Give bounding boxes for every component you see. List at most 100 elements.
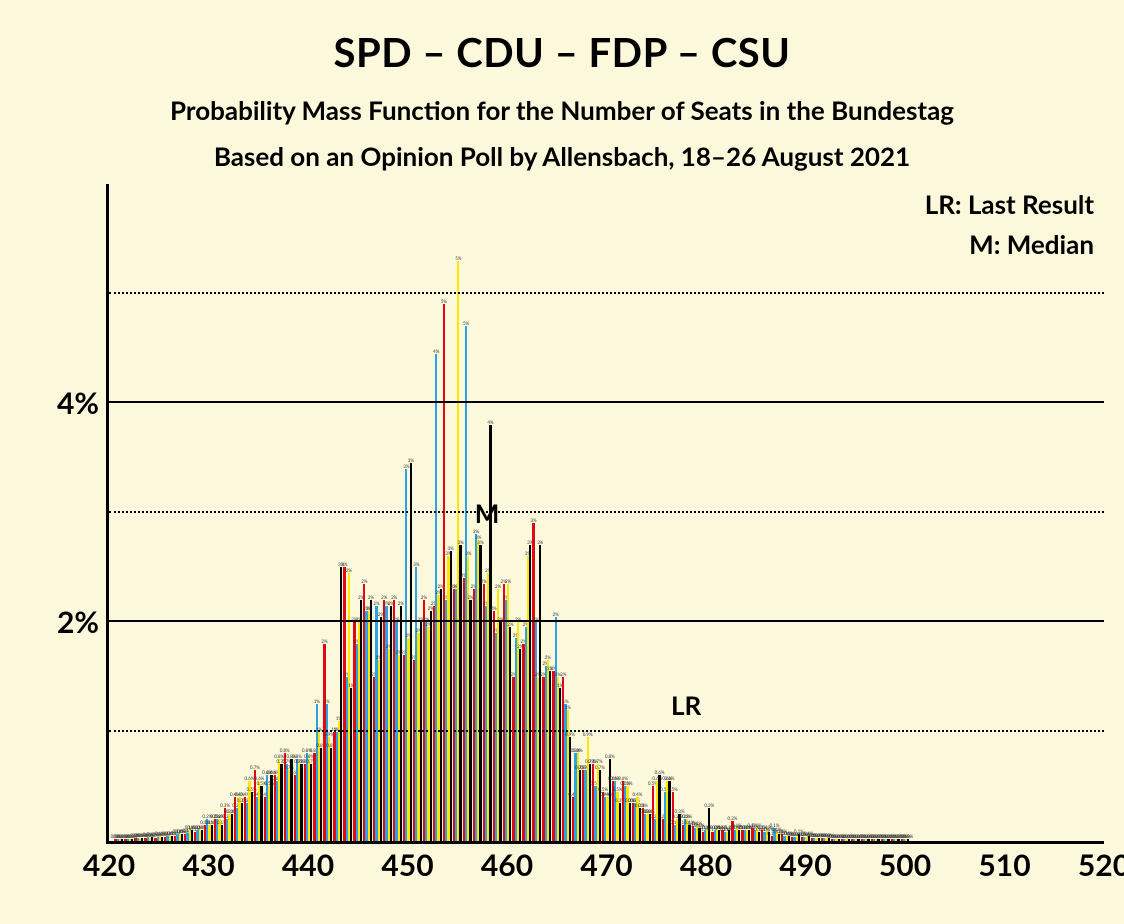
chart-subtitle-1: Probability Mass Function for the Number…	[0, 94, 1124, 126]
bar-value-label: 3%	[341, 562, 347, 567]
bar-group: 2%3%2%3%	[403, 184, 412, 841]
bar-value-label: 2%	[560, 672, 566, 677]
bar-group: 2%2%2%2%	[373, 184, 382, 841]
bar-value-label: 0.3%	[220, 803, 230, 808]
chart-subtitle-2: Based on an Opinion Poll by Allensbach, …	[0, 140, 1124, 172]
bar-series-3: 0.0%	[838, 839, 840, 841]
grid-line-solid	[109, 401, 1104, 403]
bar-group: 0.1%0.1%0.1%0.1%	[711, 184, 720, 841]
bar-value-label: 5%	[463, 321, 469, 326]
x-tick-label: 520	[1078, 847, 1124, 883]
bar-series-3: 0.5%	[251, 792, 253, 841]
x-tick-label: 420	[83, 847, 135, 883]
bar-series-3: 0.1%	[738, 830, 740, 841]
bar-series-3: 2%	[400, 606, 402, 841]
bar-group: 0.0%0.0%0.0%0.0%	[881, 184, 890, 841]
bar-series-3: 0.7%	[310, 764, 312, 841]
bar-group: 0.5%0.2%0.6%0.6%	[652, 184, 661, 841]
bar-series-3: 0.1%	[221, 825, 223, 841]
bar-series-3: 0.1%	[748, 830, 750, 841]
plot-region: LR: Last Result M: Median 0.0%0.0%0.0%0.…	[106, 184, 1104, 844]
bar-value-label: 2%	[495, 584, 501, 589]
bar-value-label: 0.6%	[618, 776, 628, 781]
bar-series-3: 2%	[499, 622, 501, 841]
bar-group: 0.2%0.1%0.1%0.1%	[731, 184, 740, 841]
bar-group: 0.0%0.0%0.0%0.0%	[124, 184, 133, 841]
bar-series-3: 2%	[519, 649, 521, 841]
bar-group: 0.0%0.0%0.0%0.0%	[861, 184, 870, 841]
bar-series-3: 2%	[440, 589, 442, 841]
grid-line-dotted	[109, 511, 1104, 513]
bar-group: 2%5%3%2%	[463, 184, 472, 841]
chart-title: SPD – CDU – FDP – CSU	[0, 28, 1124, 76]
annotation-m: M	[475, 497, 500, 529]
bar-group: 0.4%0.3%0.4%0.3%	[234, 184, 243, 841]
bar-value-label: 1%	[562, 699, 568, 704]
x-tick-label: 500	[879, 847, 931, 883]
bar-group: 2%2%2%2%	[383, 184, 392, 841]
bar-value-label: 1%	[314, 699, 320, 704]
bar-value-label: 3%	[413, 562, 419, 567]
bar-series-3: 0.0%	[887, 839, 889, 841]
bar-group: 0.0%0.0%0.0%0.0%	[901, 184, 910, 841]
bar-group: 3%2%2%3%	[532, 184, 541, 841]
bar-group: 0.1%0.1%0.1%0.1%	[781, 184, 790, 841]
bar-series-3: 0.3%	[629, 803, 631, 841]
bar-series-3: 3%	[459, 545, 461, 841]
bar-value-label: 0.8%	[280, 748, 290, 753]
bar-series-3: 1%	[350, 688, 352, 841]
bar-series-3: 0.0%	[121, 839, 123, 841]
bar-group: 2%2%2%2%	[503, 184, 512, 841]
x-tick-label: 490	[779, 847, 831, 883]
bar-value-label: 3%	[473, 529, 479, 534]
bar-group: 2%2%2%2%	[393, 184, 402, 841]
bar-value-label: 2%	[545, 655, 551, 660]
bar-group: 0.0%0.0%0.0%0.0%	[114, 184, 123, 841]
x-tick-label: 440	[282, 847, 334, 883]
bar-series-3: 1%	[559, 688, 561, 841]
bar-series-3: 0.0%	[818, 838, 820, 841]
bar-series-3: 0.1%	[728, 830, 730, 841]
bar-group: 0.1%0.2%0.1%0.1%	[204, 184, 213, 841]
bar-series-3: 2%	[430, 611, 432, 841]
bar-group: 0.1%0.1%0.1%0.3%	[702, 184, 711, 841]
bar-series-3: 2%	[390, 606, 392, 841]
bar-series-3: 3%	[450, 551, 452, 841]
x-tick-label: 470	[580, 847, 632, 883]
bar-series-3: 3%	[410, 463, 412, 841]
bar-group: 0.7%0.4%0.6%0.5%	[254, 184, 263, 841]
annotation-lr: LR	[671, 689, 701, 721]
bar-value-label: 4%	[433, 349, 439, 354]
bar-series-3: 2%	[370, 600, 372, 841]
bar-group: 0.0%0.0%0.0%0.0%	[841, 184, 850, 841]
bar-group: 0.0%0.0%0.0%0.0%	[871, 184, 880, 841]
bar-series-3: 0.0%	[161, 837, 163, 841]
bar-series-3: 0.3%	[619, 803, 621, 841]
bar-value-label: 0.7%	[250, 765, 260, 770]
bar-value-label: 3%	[403, 464, 409, 469]
chart-area: LR: Last Result M: Median 0.0%0.0%0.0%0.…	[60, 184, 1104, 884]
bar-series-3: 0.0%	[848, 839, 850, 841]
bar-value-label: 0.5%	[598, 787, 608, 792]
bar-group: 0.0%0.0%0.0%0.1%	[801, 184, 810, 841]
bar-series-3: 2%	[549, 671, 551, 841]
bar-value-label: 0.3%	[638, 803, 648, 808]
x-tick-label: 480	[680, 847, 732, 883]
bar-group: 0.1%0.1%0.1%0.1%	[751, 184, 760, 841]
bar-series-3: 4%	[489, 425, 491, 841]
bar-group: 0.1%0.1%0.1%0.1%	[692, 184, 701, 841]
bar-value-label: 2%	[381, 595, 387, 600]
bar-value-label: 3%	[475, 535, 481, 540]
bar-group: 0.0%0.0%0.0%0.0%	[891, 184, 900, 841]
bar-value-label: 2%	[505, 579, 511, 584]
bar-series-3: 3%	[529, 545, 531, 841]
bar-series-3: 0.1%	[181, 834, 183, 841]
bar-series-3: 0.0%	[857, 839, 859, 841]
bar-group: 0.4%0.3%0.6%0.5%	[244, 184, 253, 841]
bar-group: 0.0%0.0%0.0%0.1%	[791, 184, 800, 841]
bar-group: 0.5%0.1%0.2%0.3%	[672, 184, 681, 841]
bar-value-label: 2%	[391, 595, 397, 600]
bar-value-label: 2%	[346, 568, 352, 573]
bar-value-label: 2%	[373, 601, 379, 606]
bar-group: 5%2%3%3%	[443, 184, 452, 841]
